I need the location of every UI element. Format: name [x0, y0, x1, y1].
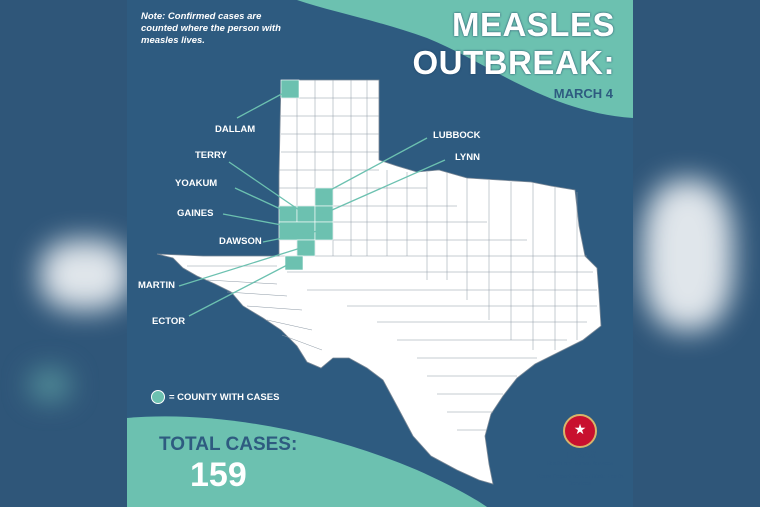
logo-divider: [543, 470, 617, 471]
county-ector: [284, 255, 304, 271]
legend-swatch: [151, 390, 165, 404]
title-line1: MEASLES: [451, 6, 615, 43]
county-terry: [296, 205, 316, 223]
county-dallam: [280, 79, 300, 99]
infographic-card: Note: Confirmed cases are counted where …: [127, 0, 633, 507]
title: MEASLES OUTBREAK:: [413, 6, 615, 82]
note-text: Note: Confirmed cases are counted where …: [141, 11, 281, 46]
logo-line2: Health and Human Services: [547, 461, 613, 467]
map-graphic: [127, 0, 633, 507]
blurred-background-right: [633, 0, 760, 507]
logo-line3: Texas Department of State Health Service…: [536, 474, 624, 487]
label-ector: ECTOR: [152, 316, 186, 327]
texas-map: [156, 79, 602, 485]
leader-lines: [178, 89, 446, 317]
label-gaines: GAINES: [177, 208, 214, 219]
total-cases-value: 159: [190, 456, 247, 494]
hhs-logo: ★ TEXAS Health and Human Services Texas …: [535, 414, 625, 488]
county-martin: [296, 239, 316, 257]
total-cases-label: TOTAL CASES:: [159, 434, 298, 455]
title-line2: OUTBREAK:: [412, 44, 615, 81]
county-yoakum: [278, 205, 298, 223]
label-martin: MARTIN: [138, 280, 175, 291]
label-dawson: DAWSON: [219, 236, 262, 247]
logo-line1: TEXAS: [563, 450, 597, 461]
county-grid: [187, 80, 597, 431]
label-terry: TERRY: [195, 150, 227, 161]
label-lynn: LYNN: [455, 152, 480, 163]
top-wave: [297, 0, 633, 118]
date-label: MARCH 4: [553, 86, 613, 101]
bottom-wave: [127, 416, 487, 507]
legend: = COUNTY WITH CASES: [151, 390, 279, 404]
label-lubbock: LUBBOCK: [433, 130, 481, 141]
blurred-background-left: [0, 0, 127, 507]
label-yoakum: YOAKUM: [175, 178, 218, 189]
highlighted-counties: [278, 79, 334, 271]
legend-text: = COUNTY WITH CASES: [169, 391, 280, 403]
texas-seal-icon: ★: [563, 414, 597, 448]
label-dallam: DALLAM: [215, 124, 256, 135]
